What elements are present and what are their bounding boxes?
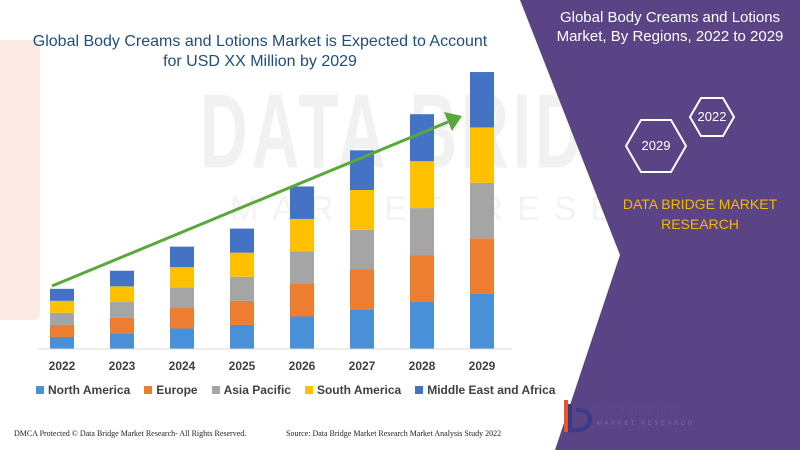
- bar-2027-south-america: [350, 190, 374, 230]
- legend-label: Europe: [156, 383, 198, 397]
- legend-item: North America: [36, 383, 130, 397]
- bar-2026-south-america: [290, 218, 314, 252]
- panel-title-line1: Global Body Creams and Lotions: [559, 9, 781, 26]
- bar-2024-north-america: [170, 328, 194, 349]
- legend-item: Middle East and Africa: [415, 383, 555, 397]
- hexagon-2022: [688, 97, 736, 137]
- logo-text: DATA BRIDGE: [594, 404, 679, 418]
- side-panel: [520, 0, 800, 450]
- bar-2027-asia-pacific: [350, 229, 374, 270]
- x-tick-label: 2022: [49, 359, 76, 373]
- bar-2028-south-america: [410, 161, 434, 209]
- brand-line2: RESEARCH: [661, 216, 739, 232]
- x-tick-label: 2029: [469, 359, 496, 373]
- brand-line1: DATA BRIDGE MARKET: [622, 196, 778, 212]
- trend-arrow: [51, 112, 462, 288]
- bar-2025-asia-pacific: [230, 276, 254, 301]
- chart-title-line2: for USD XX Million by 2029: [163, 53, 357, 70]
- bar-2022-europe: [50, 324, 74, 337]
- legend-label: Asia Pacific: [223, 383, 291, 397]
- chart-legend: North America Europe Asia Pacific South Ame…: [36, 383, 555, 397]
- bar-2024-south-america: [170, 267, 194, 288]
- logo-subtext: MARKET RESEARCH: [597, 421, 695, 427]
- hex-label-2022: 2022: [697, 109, 727, 124]
- bar-2023-south-america: [110, 286, 134, 303]
- bar-2029-asia-pacific: [470, 182, 494, 239]
- bar-2029-middle-east-and-africa: [470, 72, 494, 128]
- bar-2023-middle-east-and-africa: [110, 270, 134, 287]
- legend-swatch: [415, 386, 424, 394]
- bar-2026-north-america: [290, 316, 314, 349]
- bar-2024-europe: [170, 308, 194, 329]
- bar-2026-europe: [290, 283, 314, 317]
- legend-label: Middle East and Africa: [427, 383, 556, 397]
- bars-layer: [50, 72, 494, 349]
- bar-2022-asia-pacific: [50, 312, 74, 325]
- x-tick-labels: 2022 2023 2024 2025 2026 2027 2028 2029: [49, 359, 496, 373]
- bar-2025-europe: [230, 300, 254, 325]
- legend-item: Asia Pacific: [211, 383, 291, 397]
- bar-2029-north-america: [470, 293, 494, 349]
- bar-2023-europe: [110, 317, 134, 334]
- bar-2026-middle-east-and-africa: [290, 186, 314, 219]
- legend-swatch: [36, 386, 44, 394]
- x-tick-label: 2023: [109, 359, 136, 373]
- bar-2024-asia-pacific: [170, 287, 194, 309]
- footer-copyright: DMCA Protected © Data Bridge Market Rese…: [14, 429, 247, 438]
- chart-title-line1: Global Body Creams and Lotions Market is…: [32, 33, 488, 50]
- x-tick-label: 2028: [409, 359, 436, 373]
- bar-2028-north-america: [410, 302, 434, 349]
- x-tick-label: 2027: [349, 359, 376, 373]
- bar-2027-europe: [350, 269, 374, 310]
- legend-label: South America: [316, 383, 402, 397]
- legend-item: South America: [304, 383, 402, 397]
- legend-swatch: [304, 386, 313, 394]
- brand-name: DATA BRIDGE MARKET RESEARCH: [600, 194, 800, 234]
- bar-2023-north-america: [110, 333, 134, 349]
- bar-2026-asia-pacific: [290, 251, 314, 284]
- x-tick-label: 2025: [229, 359, 256, 373]
- legend-label: North America: [48, 383, 131, 397]
- bar-2022-middle-east-and-africa: [50, 288, 74, 301]
- watermark-logo-shape: [0, 40, 40, 320]
- legend-item: Europe: [144, 383, 198, 397]
- panel-title: Global Body Creams and Lotions Market, B…: [545, 8, 795, 46]
- bar-2028-europe: [410, 255, 434, 303]
- bar-2025-north-america: [230, 324, 254, 349]
- bar-2029-south-america: [470, 127, 494, 183]
- chart-title: Global Body Creams and Lotions Market is…: [20, 32, 500, 72]
- bar-2024-middle-east-and-africa: [170, 246, 194, 268]
- bar-2028-asia-pacific: [410, 208, 434, 256]
- bar-2022-north-america: [50, 336, 74, 349]
- bar-2027-north-america: [350, 309, 374, 349]
- panel-title-line2: Market, By Regions, 2022 to 2029: [556, 28, 784, 45]
- bar-2023-asia-pacific: [110, 302, 134, 318]
- hexagon-2029: [624, 119, 688, 173]
- bar-2025-middle-east-and-africa: [230, 228, 254, 253]
- legend-swatch: [211, 386, 220, 394]
- logo-mark: [564, 400, 593, 433]
- legend-swatch: [144, 386, 153, 394]
- x-tick-label: 2024: [169, 359, 196, 373]
- hex-label-2029: 2029: [641, 138, 671, 153]
- bar-2025-south-america: [230, 252, 254, 277]
- bar-2029-europe: [470, 238, 494, 294]
- footer-source: Source: Data Bridge Market Research Mark…: [286, 429, 502, 438]
- bar-2022-south-america: [50, 300, 74, 313]
- x-tick-label: 2026: [289, 359, 316, 373]
